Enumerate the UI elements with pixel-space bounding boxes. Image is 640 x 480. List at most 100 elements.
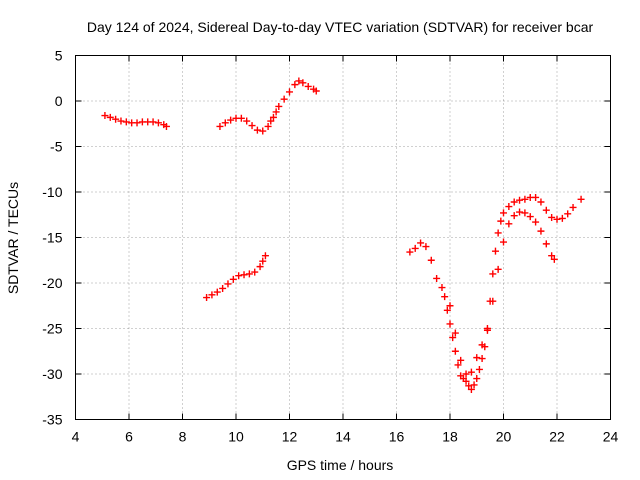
data-point bbox=[208, 291, 216, 299]
data-point bbox=[272, 108, 280, 116]
data-point bbox=[521, 209, 529, 217]
x-tick-label: 6 bbox=[125, 429, 133, 445]
data-point bbox=[101, 112, 109, 120]
data-point bbox=[117, 117, 125, 125]
data-point bbox=[441, 293, 449, 301]
data-point bbox=[497, 217, 505, 225]
data-point bbox=[489, 270, 497, 278]
series-arc-2 bbox=[216, 77, 320, 135]
data-point bbox=[462, 370, 470, 378]
data-point bbox=[462, 377, 470, 385]
y-tick-label: -20 bbox=[42, 275, 62, 291]
data-point bbox=[227, 116, 235, 124]
series-arc-5 bbox=[446, 208, 558, 378]
x-tick-label: 8 bbox=[179, 429, 187, 445]
y-axis-title: SDTVAR / TECUs bbox=[5, 182, 21, 294]
data-point bbox=[221, 119, 229, 127]
data-point bbox=[446, 302, 454, 310]
data-point bbox=[438, 284, 446, 292]
data-point bbox=[154, 119, 162, 127]
x-tick-label: 16 bbox=[389, 429, 405, 445]
data-point bbox=[280, 95, 288, 103]
data-point bbox=[248, 122, 256, 130]
data-point bbox=[451, 347, 459, 355]
data-point bbox=[516, 208, 524, 216]
data-point bbox=[457, 356, 465, 364]
data-point bbox=[291, 81, 299, 89]
data-point bbox=[478, 355, 486, 363]
data-point bbox=[224, 280, 232, 288]
data-point bbox=[264, 122, 272, 130]
series-arc-3 bbox=[203, 252, 269, 302]
x-tick-label: 4 bbox=[72, 429, 80, 445]
x-tick-label: 10 bbox=[228, 429, 244, 445]
data-point bbox=[245, 270, 253, 278]
data-point bbox=[162, 122, 170, 130]
data-point bbox=[259, 257, 267, 265]
data-point bbox=[427, 256, 435, 264]
data-point bbox=[286, 88, 293, 96]
data-point bbox=[433, 274, 441, 282]
data-points bbox=[101, 77, 585, 393]
data-point bbox=[470, 381, 478, 389]
data-point bbox=[275, 102, 283, 110]
y-tick-label: 0 bbox=[55, 93, 63, 109]
data-point bbox=[532, 218, 540, 226]
data-point bbox=[451, 329, 459, 337]
data-point bbox=[261, 252, 269, 260]
data-point bbox=[243, 117, 251, 125]
data-point bbox=[446, 320, 454, 328]
data-point bbox=[483, 326, 491, 334]
y-tick-label: -35 bbox=[42, 412, 62, 428]
data-point bbox=[259, 127, 267, 135]
x-tick-label: 22 bbox=[549, 429, 565, 445]
data-point bbox=[510, 212, 518, 220]
x-tick-label: 18 bbox=[442, 429, 458, 445]
data-point bbox=[449, 334, 457, 342]
data-point bbox=[505, 203, 513, 211]
data-point bbox=[569, 203, 577, 211]
data-point bbox=[494, 265, 502, 273]
data-point bbox=[494, 229, 502, 237]
data-point bbox=[149, 118, 157, 126]
data-point bbox=[467, 385, 475, 393]
data-point bbox=[229, 275, 237, 283]
data-point bbox=[526, 213, 534, 221]
data-point bbox=[269, 113, 277, 121]
x-tick-label: 14 bbox=[335, 429, 351, 445]
data-point bbox=[122, 118, 130, 126]
data-point bbox=[256, 263, 264, 271]
data-point bbox=[516, 196, 524, 204]
chart-title: Day 124 of 2024, Sidereal Day-to-day VTE… bbox=[87, 19, 594, 35]
series-arc-1 bbox=[101, 112, 170, 130]
y-tick-label: -10 bbox=[42, 184, 62, 200]
data-point bbox=[267, 117, 275, 125]
data-point bbox=[491, 247, 499, 255]
data-point bbox=[577, 195, 585, 203]
data-point bbox=[564, 210, 572, 218]
data-point bbox=[532, 193, 540, 201]
data-point bbox=[537, 227, 545, 235]
y-tick-label: -25 bbox=[42, 321, 62, 337]
data-point bbox=[500, 238, 507, 246]
data-point bbox=[251, 268, 259, 276]
data-point bbox=[253, 126, 261, 134]
axis-ticks bbox=[75, 55, 611, 420]
y-tick-label: -5 bbox=[50, 139, 63, 155]
data-point bbox=[478, 341, 486, 349]
data-point bbox=[237, 114, 245, 122]
data-point bbox=[558, 214, 566, 222]
data-point bbox=[216, 122, 224, 130]
data-point bbox=[521, 195, 529, 203]
data-point bbox=[219, 284, 227, 292]
data-point bbox=[505, 220, 513, 228]
data-point bbox=[489, 297, 497, 305]
data-point bbox=[475, 365, 483, 373]
grid bbox=[75, 55, 611, 420]
y-tick-label: 5 bbox=[55, 48, 63, 64]
data-point bbox=[213, 288, 221, 296]
y-tick-label: -15 bbox=[42, 230, 62, 246]
x-axis-title: GPS time / hours bbox=[287, 457, 394, 473]
x-tick-label: 24 bbox=[603, 429, 619, 445]
